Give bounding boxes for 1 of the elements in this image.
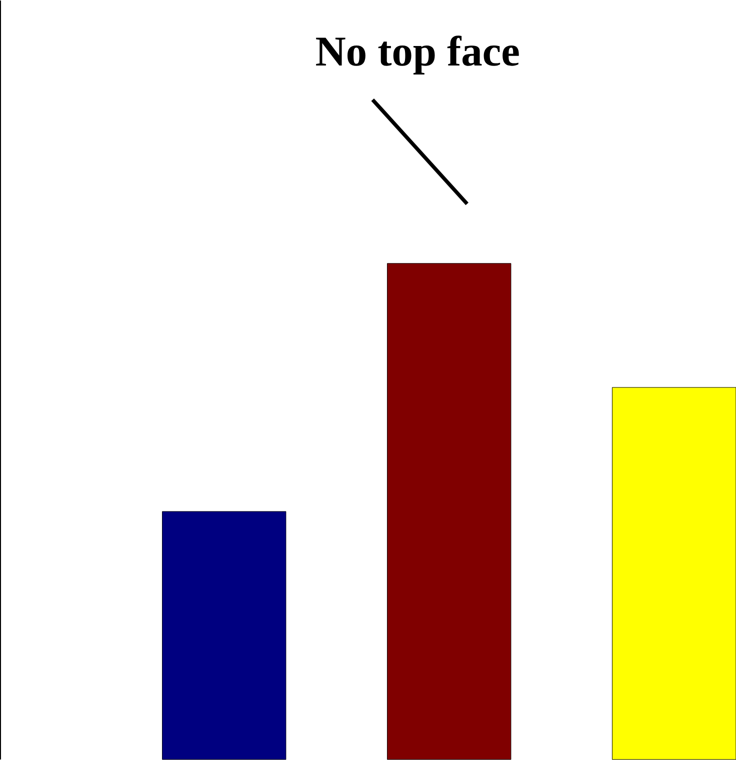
- text: No top face: [316, 36, 519, 74]
